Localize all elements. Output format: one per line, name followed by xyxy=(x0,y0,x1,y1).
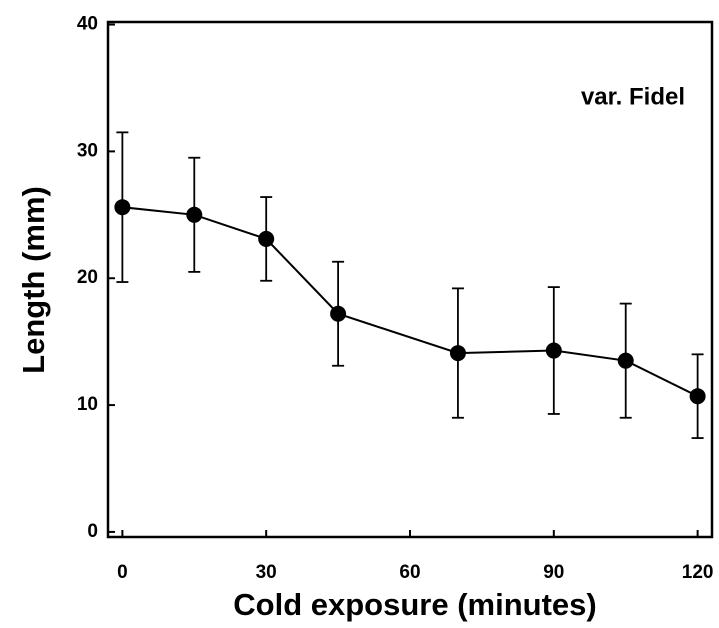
y-tick-label: 10 xyxy=(77,394,98,415)
data-point xyxy=(186,206,203,223)
x-tick-label: 0 xyxy=(117,562,128,583)
y-axis-title: Length (mm) xyxy=(16,186,51,374)
data-point xyxy=(449,345,466,362)
data-point xyxy=(617,352,634,369)
y-tick-label: 20 xyxy=(77,267,98,288)
x-tick-label: 90 xyxy=(543,562,564,583)
data-line xyxy=(122,206,699,398)
x-tick-label: 60 xyxy=(399,562,420,583)
data-point xyxy=(114,199,131,216)
x-axis-title: Cold exposure (minutes) xyxy=(233,587,596,622)
x-tick-label: 120 xyxy=(682,562,714,583)
data-point xyxy=(689,388,706,405)
y-tick-label: 40 xyxy=(77,14,98,35)
data-point xyxy=(258,230,275,247)
x-tick-label: 30 xyxy=(256,562,277,583)
annotation: var. Fidel xyxy=(581,83,685,110)
data-point xyxy=(330,305,347,322)
data-point xyxy=(545,342,562,359)
y-tick-label: 0 xyxy=(87,521,98,542)
y-tick-label: 30 xyxy=(77,140,98,161)
